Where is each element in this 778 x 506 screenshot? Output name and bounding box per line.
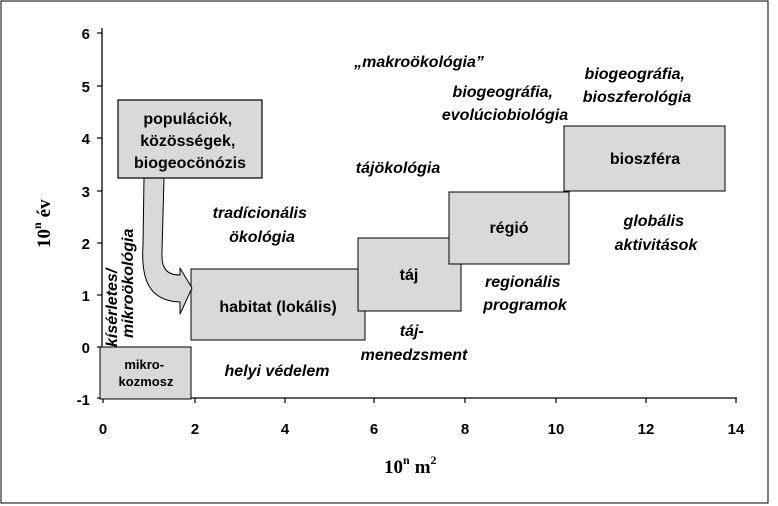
makrookologia-label: „makroökológia” <box>353 54 484 71</box>
y-tick-label: -1 <box>77 392 90 409</box>
x-tick-label: 8 <box>461 421 469 438</box>
x-tick-label: 10 <box>548 421 565 438</box>
curved-arrow <box>142 177 193 315</box>
y-tick-label: 1 <box>82 288 90 305</box>
habitat-label: habitat (lokális) <box>219 299 336 316</box>
x-tick-label: 14 <box>728 421 745 438</box>
x-tick-label: 0 <box>99 421 107 438</box>
y-tick-label: 0 <box>82 340 90 357</box>
regio-label: régió <box>489 220 528 237</box>
y-axis-label: 10név <box>30 199 55 248</box>
regionalis-programok-label: regionális programok <box>482 274 568 314</box>
tajokologia-label: tájökológia <box>356 160 441 177</box>
taj-menedzsment-label: táj- menedzsment <box>361 323 468 364</box>
y-tick-label: 3 <box>82 184 90 201</box>
x-tick-label: 2 <box>191 421 199 438</box>
x-tick-label: 6 <box>370 421 378 438</box>
bioszfera-label: bioszféra <box>610 151 680 168</box>
y-tick-label: 2 <box>82 236 90 253</box>
globalis-aktivitasok-label: globális aktivitások <box>615 213 699 254</box>
tradicionalis-label: tradícionális ökológia <box>213 205 312 246</box>
habitat-box <box>190 268 366 341</box>
biogeografia-evolucio-label: biogeográfia, evolúciobiológia <box>442 84 568 124</box>
populaciok-label: populációk, közösségek, biogeocönózis <box>134 111 246 172</box>
regio-box <box>448 191 570 265</box>
x-tick-label: 4 <box>281 421 290 438</box>
kiserletes-label: kísérletes/ <box>104 267 121 347</box>
taj-box <box>357 237 462 312</box>
populaciok-box <box>117 99 263 179</box>
y-tick-label: 4 <box>82 131 91 148</box>
helyi-vedelem-label: helyi védelem <box>225 363 330 380</box>
x-tick-label: 12 <box>638 421 655 438</box>
x-axis-label: 10n m2 <box>384 453 437 478</box>
taj-label: táj <box>400 267 419 284</box>
mikrokozmosz-label: mikro- kozmosz <box>119 357 174 389</box>
bioszfera-box <box>563 125 726 192</box>
biogeografia-bioszfera-label: biogeográfia, bioszferológia <box>583 66 692 106</box>
mikrokozmosz-box <box>99 346 192 400</box>
y-tick-label: 6 <box>82 26 90 43</box>
y-tick-label: 5 <box>82 79 90 96</box>
mikrookologia-label: mikroökológia <box>120 229 137 338</box>
